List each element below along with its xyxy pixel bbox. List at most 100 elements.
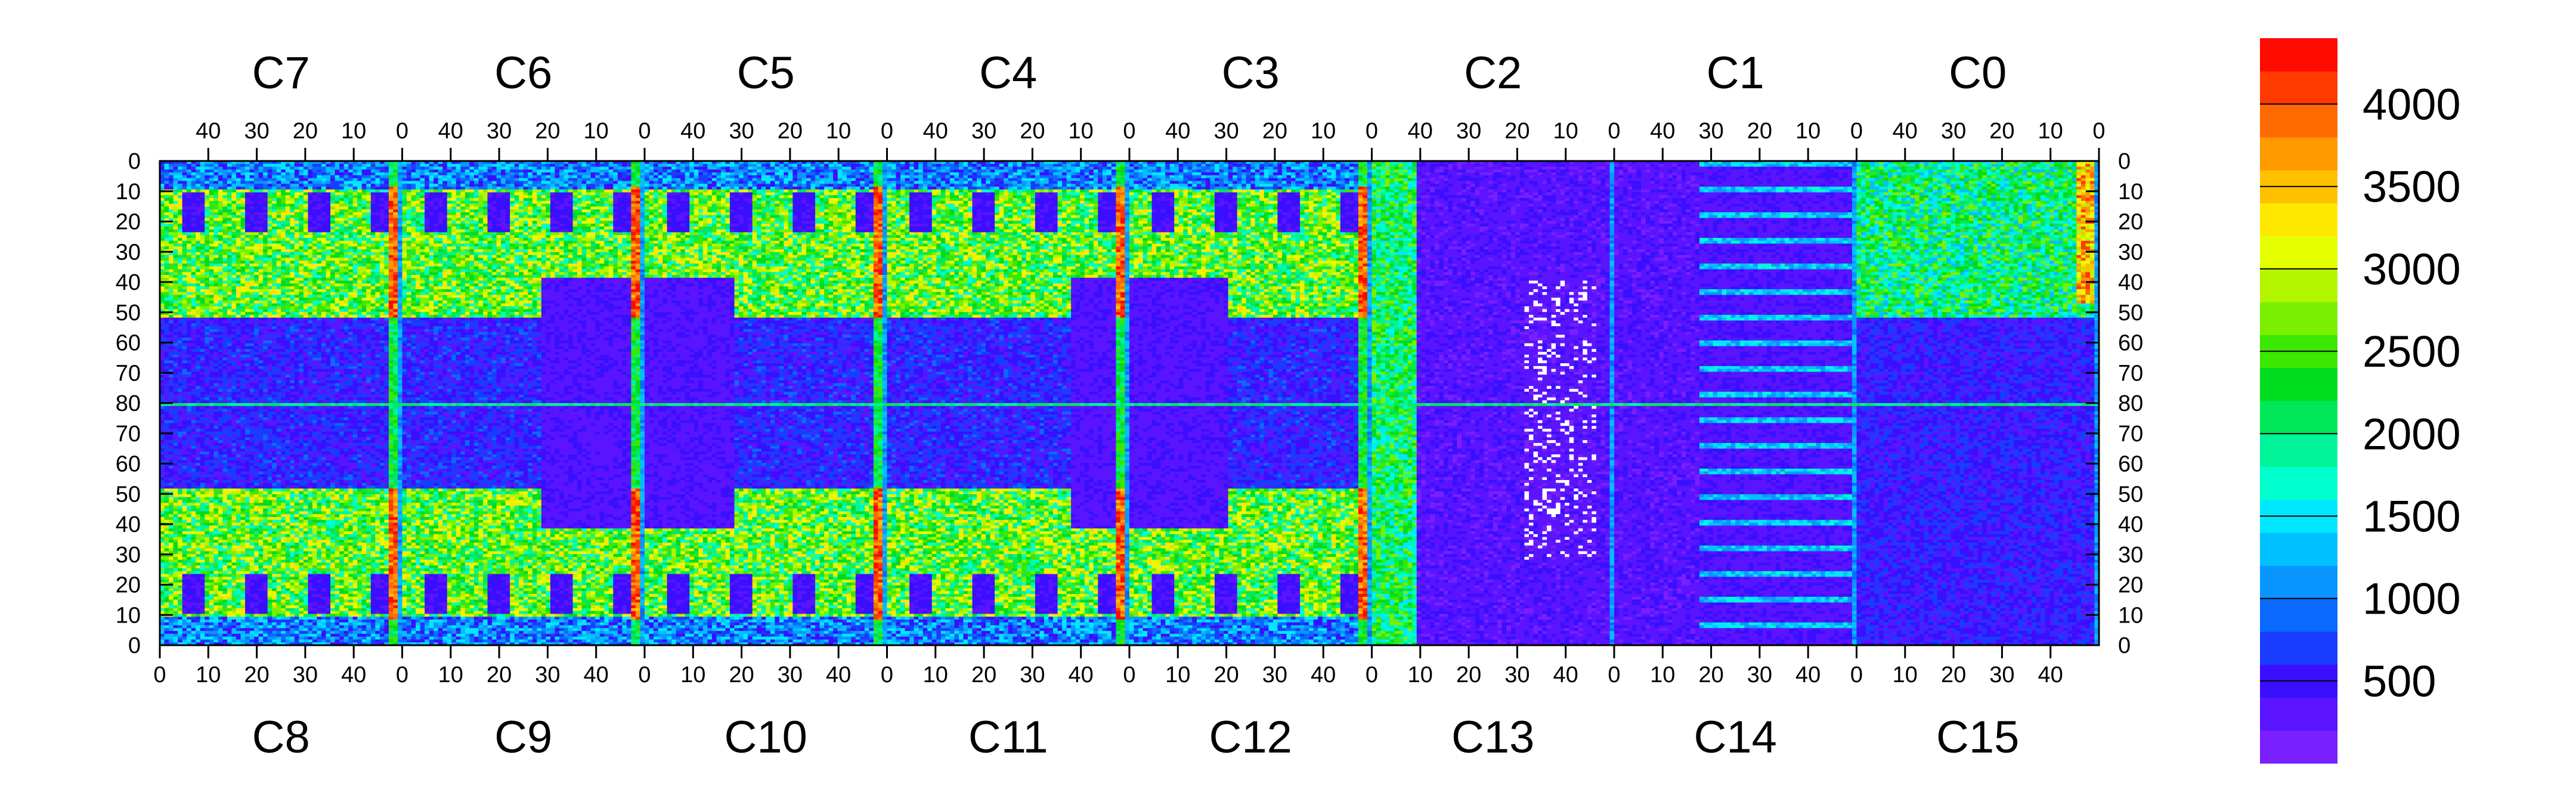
heatmap-cell [178,491,182,494]
heatmap-cell [174,594,178,597]
heatmap-cell [178,392,182,395]
heatmap-cell [187,320,191,323]
heatmap-cell [165,241,169,244]
heatmap-cell [174,435,178,438]
heatmap-cell [165,261,169,264]
heatmap-cell [178,512,182,515]
heatmap-cell [196,360,200,363]
heatmap-cell [187,488,191,491]
heatmap-cell [187,626,191,628]
heatmap-cell [182,306,187,309]
heatmap-cell [205,278,209,281]
heatmap-cell [187,193,191,196]
heatmap-cell [205,392,209,395]
heatmap-cell [174,389,178,392]
heatmap-cell [165,169,169,172]
heatmap-cell [174,224,178,227]
heatmap-cell [209,437,214,440]
heatmap-cell [196,241,200,244]
heatmap-cell [187,631,191,634]
heatmap-cell [209,312,214,315]
heatmap-cell [182,246,187,249]
heatmap-cell [200,531,205,534]
heatmap-cell [209,261,214,264]
heatmap-cell [187,281,191,284]
heatmap-cell [191,531,196,534]
heatmap-cell [178,560,182,563]
heatmap-cell [165,270,169,273]
heatmap-cell [178,346,182,349]
heatmap-cell [165,235,169,238]
heatmap-cell [196,528,200,531]
heatmap-cell [165,349,169,352]
heatmap-cell [174,474,178,477]
heatmap-cell [191,363,196,366]
heatmap-cell [205,623,209,626]
heatmap-cell [196,483,200,486]
heatmap-cell [178,164,182,167]
heatmap-cell [169,374,174,377]
heatmap-cell [169,326,174,329]
heatmap-cell [174,267,178,270]
heatmap-cell [178,432,182,435]
heatmap-cell [196,346,200,349]
heatmap-cell [178,369,182,372]
heatmap-cell [178,568,182,571]
heatmap-cell [196,218,200,221]
heatmap-cell [174,383,178,386]
heatmap-cell [169,306,174,309]
heatmap-cell [182,491,187,494]
heatmap-cell [187,525,191,528]
heatmap-cell [191,232,196,235]
heatmap-cell [196,295,200,298]
heatmap-cell [209,534,214,537]
heatmap-cell [200,241,205,244]
heatmap-cell [187,318,191,321]
heatmap-cell [178,272,182,275]
heatmap-cell [178,454,182,457]
heatmap-cell [191,318,196,321]
heatmap-cell [200,588,205,591]
heatmap-cell [174,591,178,594]
heatmap-cell [165,320,169,323]
heatmap-cell [182,164,187,167]
heatmap-cell [187,289,191,292]
heatmap-cell [200,275,205,278]
heatmap-cell [196,409,200,412]
heatmap-cell [205,617,209,620]
heatmap-cell [165,597,169,600]
heatmap-cell [169,358,174,361]
heatmap-cell [209,232,214,235]
heatmap-cell [187,463,191,466]
heatmap-cell [205,175,209,178]
heatmap-cell [174,637,178,640]
heatmap-cell [178,440,182,443]
heatmap-cell [174,227,178,230]
heatmap-cell [187,235,191,238]
heatmap-cell [200,301,205,304]
heatmap-cell [196,565,200,568]
heatmap-cell [169,577,174,580]
heatmap-cell [209,270,214,273]
heatmap-cell [174,335,178,338]
heatmap-cell [182,309,187,312]
heatmap-cell [182,209,187,212]
heatmap-cell [200,591,205,594]
heatmap-cell [174,626,178,628]
heatmap-cell [196,509,200,512]
heatmap-cell [174,295,178,298]
heatmap-cell [174,623,178,626]
heatmap-cell [169,417,174,420]
heatmap-cell [200,583,205,586]
heatmap-cell [200,460,205,463]
heatmap-cell [205,332,209,335]
heatmap-cell [178,509,182,512]
heatmap-cell [191,639,196,642]
heatmap-cell [187,494,191,497]
heatmap-cell [191,224,196,227]
heatmap-cell [205,343,209,346]
heatmap-cell [191,562,196,565]
heatmap-cell [205,500,209,503]
heatmap-cell [165,639,169,642]
heatmap-cell [209,460,214,463]
